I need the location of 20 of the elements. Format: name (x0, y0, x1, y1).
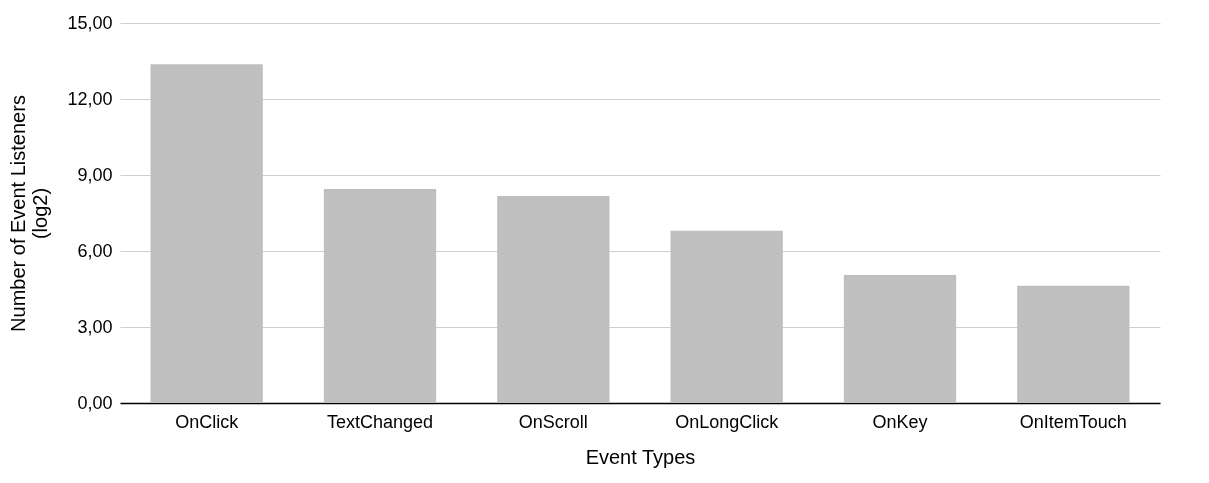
x-tick-label: OnItemTouch (1019, 411, 1127, 432)
bar (1017, 285, 1130, 403)
y-tick-label: 12,00 (67, 88, 113, 109)
x-tick-label: OnLongClick (675, 411, 780, 432)
y-tick-label: 15,00 (67, 12, 113, 33)
y-tick-label: 6,00 (77, 240, 113, 261)
x-tick-label: OnKey (872, 411, 928, 432)
bar (497, 196, 610, 403)
x-tick-label: OnClick (175, 411, 240, 432)
y-tick-label: 0,00 (77, 392, 113, 413)
x-tick-label: OnScroll (518, 411, 588, 432)
bar (150, 64, 263, 403)
y-axis-title: Number of Event Listeners (log2) (7, 95, 52, 332)
bar (843, 275, 957, 403)
bar (670, 230, 783, 403)
bar (323, 188, 437, 403)
y-tick-label: 3,00 (77, 316, 113, 337)
x-axis-title: Event Types (585, 445, 696, 468)
y-tick-label: 9,00 (77, 164, 113, 185)
x-tick-label: TextChanged (326, 411, 434, 432)
